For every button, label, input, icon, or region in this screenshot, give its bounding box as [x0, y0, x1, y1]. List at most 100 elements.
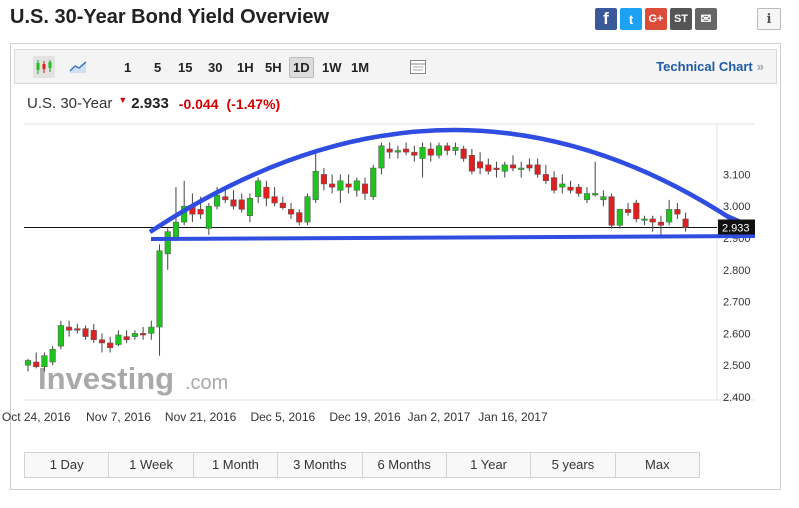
range-selector: 1 Day 1 Week 1 Month 3 Months 6 Months 1… — [24, 452, 700, 478]
candle — [468, 148, 475, 175]
timeframe-30[interactable]: 30 — [208, 60, 223, 75]
watermark-brand: Investing — [38, 361, 174, 396]
range-1-month[interactable]: 1 Month — [194, 453, 279, 477]
candle — [526, 158, 533, 172]
technical-chart-link[interactable]: Technical Chart» — [656, 59, 764, 74]
candle — [181, 180, 188, 226]
candle — [641, 215, 648, 226]
range-5-years[interactable]: 5 years — [531, 453, 616, 477]
candle — [246, 193, 253, 223]
down-arrow-icon: ▼ — [118, 94, 128, 105]
range-max[interactable]: Max — [645, 457, 670, 472]
candle — [411, 145, 418, 162]
info-icon[interactable]: i — [757, 8, 781, 30]
x-tick-label: Dec 19, 2016 — [329, 410, 401, 424]
candle — [542, 164, 549, 184]
candle — [263, 180, 270, 207]
area-chart-icon[interactable] — [67, 56, 89, 78]
candlestick-icon[interactable] — [33, 56, 55, 78]
trend-arc — [148, 127, 747, 234]
range-6-months[interactable]: 6 Months — [363, 453, 447, 477]
table-view-icon[interactable] — [407, 56, 429, 78]
timeframe-1w[interactable]: 1W — [322, 60, 342, 75]
y-tick-label: 2.600 — [723, 328, 751, 340]
timeframe-1[interactable]: 1 — [124, 60, 132, 75]
candle — [320, 168, 327, 191]
instrument-name: U.S. 30-Year — [27, 95, 113, 112]
stocktwits-icon[interactable]: ST — [670, 8, 692, 30]
x-tick-label: Nov 21, 2016 — [165, 410, 237, 424]
current-price-tag — [718, 219, 755, 235]
timeframe-1m[interactable]: 1M — [351, 60, 370, 75]
quote-line: U.S. 30-Year ▼ 2.933 -0.044 (-1.47%) — [27, 94, 281, 113]
candle — [230, 190, 237, 210]
y-tick-label: 2.400 — [723, 392, 751, 404]
candle — [616, 209, 623, 229]
candle — [205, 203, 212, 235]
price-change-percent: (-1.47%) — [226, 95, 281, 112]
current-price-label: 2.933 — [722, 223, 750, 235]
candle — [666, 199, 673, 226]
candle — [107, 336, 114, 353]
range-1-week[interactable]: 1 Week — [109, 453, 194, 477]
timeframe-15[interactable]: 15 — [178, 60, 193, 75]
candle — [567, 180, 574, 194]
x-tick-label: Oct 24, 2016 — [2, 410, 71, 424]
timeframe-5h[interactable]: 5H — [265, 60, 282, 75]
candle — [353, 177, 360, 197]
price-change: -0.044 — [178, 95, 219, 112]
y-tick-label: 2.700 — [723, 297, 751, 309]
y-tick-label: 2.800 — [723, 265, 751, 277]
candle — [452, 142, 459, 156]
candle — [148, 320, 155, 340]
x-tick-label: Jan 16, 2017 — [478, 410, 548, 424]
candle — [592, 161, 599, 197]
y-tick-label: 2.500 — [723, 360, 751, 372]
candle — [271, 187, 278, 207]
timeframe-1d[interactable]: 1D — [289, 57, 314, 78]
facebook-icon[interactable]: f — [595, 8, 617, 30]
range-1-year[interactable]: 1 Year — [447, 453, 532, 477]
candle — [24, 358, 32, 372]
y-tick-label: 3.100 — [723, 169, 751, 181]
candle — [378, 142, 385, 175]
range-3-months[interactable]: 3 Months — [278, 453, 363, 477]
candle — [361, 177, 369, 200]
candle — [625, 203, 632, 216]
candle — [238, 193, 245, 213]
timeframe-1h[interactable]: 1H — [237, 60, 254, 75]
google-plus-icon[interactable]: G+ — [645, 8, 667, 30]
candle — [386, 142, 393, 159]
candle — [164, 228, 171, 270]
mail-icon[interactable]: ✉ — [695, 8, 717, 30]
candle — [559, 174, 566, 194]
candle — [551, 171, 558, 194]
candle — [608, 193, 615, 229]
candle — [115, 330, 122, 347]
candle — [255, 177, 262, 204]
candle — [131, 330, 138, 340]
candle — [477, 152, 484, 175]
support-line — [150, 234, 756, 241]
chevron-right-icon: » — [756, 59, 764, 74]
candle — [444, 142, 451, 156]
chart-toolbar: 1 5 15 30 1H 5H 1D 1W 1M Technical Chart… — [14, 49, 777, 84]
timeframe-5[interactable]: 5 — [154, 60, 162, 75]
range-1-day[interactable]: 1 Day — [25, 453, 110, 477]
candle — [509, 155, 517, 172]
candle — [460, 145, 467, 162]
candle — [674, 203, 681, 219]
candle — [403, 142, 410, 156]
candle — [123, 330, 130, 343]
candle — [287, 203, 295, 219]
candle — [57, 320, 64, 350]
y-tick-label: 3.000 — [723, 201, 751, 213]
candle — [427, 142, 434, 162]
twitter-icon[interactable]: t — [620, 8, 642, 30]
x-tick-label: Nov 7, 2016 — [86, 410, 151, 424]
candle — [633, 199, 640, 223]
x-tick-label: Dec 5, 2016 — [250, 410, 315, 424]
candle — [649, 215, 656, 232]
candle — [279, 196, 286, 210]
